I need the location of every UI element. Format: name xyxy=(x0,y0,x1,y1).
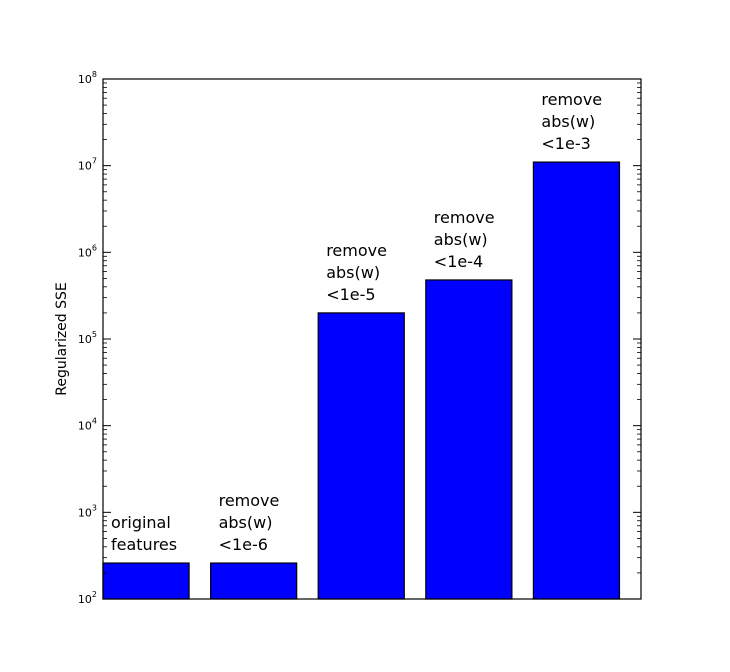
y-tick-label: 102 xyxy=(78,590,97,606)
bar-label-line: remove xyxy=(541,90,602,109)
bar xyxy=(425,279,513,600)
bar-label: remove abs(w) <1e-3 xyxy=(541,90,602,153)
y-tick-label: 105 xyxy=(78,330,97,346)
bar-label-line: original xyxy=(111,513,171,532)
bar-label: original features xyxy=(111,513,177,554)
bar-label: remove abs(w) <1e-5 xyxy=(326,241,387,304)
bar xyxy=(317,312,405,600)
bar-annotations-layer: original features remove abs(w) <1e-6 remove a… xyxy=(111,90,602,554)
y-tick-label: 104 xyxy=(78,417,97,433)
bar-label-line: <1e-4 xyxy=(434,252,483,271)
bar-label-line: remove xyxy=(434,208,495,227)
bar-label-line: features xyxy=(111,535,177,554)
bar-label-line: abs(w) xyxy=(434,230,488,249)
bar-label: remove abs(w) <1e-6 xyxy=(219,491,280,554)
y-tick-label: 108 xyxy=(78,70,97,86)
bar-label-line: <1e-6 xyxy=(219,535,268,554)
bar xyxy=(210,562,298,600)
bar xyxy=(532,161,621,600)
bar-label-line: remove xyxy=(326,241,387,260)
bar-label-line: remove xyxy=(219,491,280,510)
y-tick-label: 107 xyxy=(78,157,97,173)
y-ticks-layer: 102 103 104 105 106 107 108 xyxy=(78,70,641,606)
bar xyxy=(102,562,190,600)
y-tick-label: 103 xyxy=(78,503,97,519)
bar-label-line: abs(w) xyxy=(219,513,273,532)
bar-label-line: <1e-3 xyxy=(541,134,590,153)
bar-label-line: <1e-5 xyxy=(326,285,375,304)
bar-label-line: abs(w) xyxy=(326,263,380,282)
bar-label: remove abs(w) <1e-4 xyxy=(434,208,495,271)
y-axis-label: Regularized SSE xyxy=(54,282,70,396)
bars-layer xyxy=(102,161,621,600)
bar-label-line: abs(w) xyxy=(541,112,595,131)
y-tick-label: 106 xyxy=(78,243,97,259)
